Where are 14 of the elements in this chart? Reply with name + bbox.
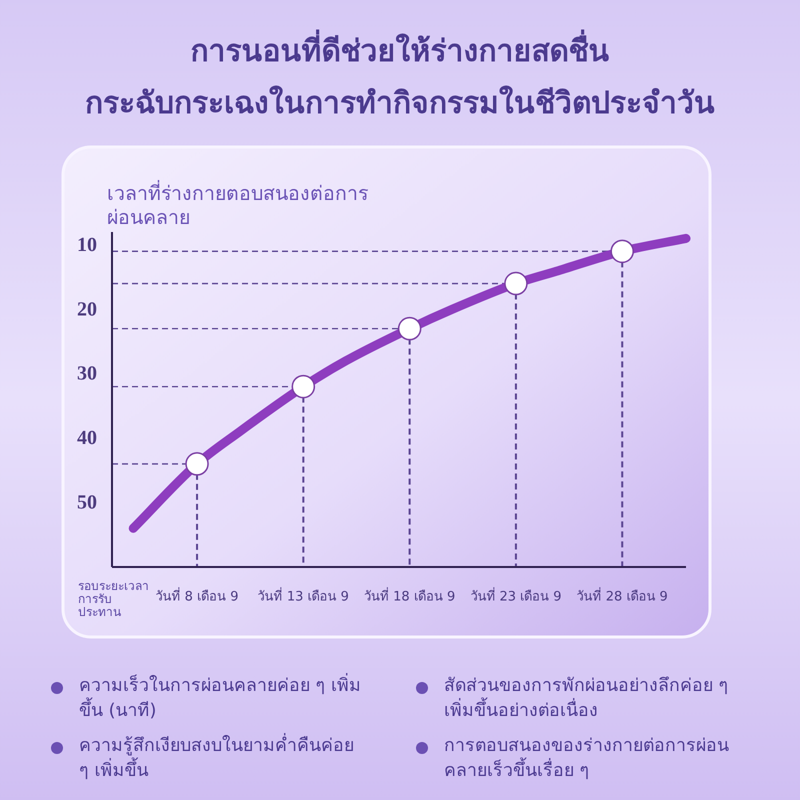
x-axis-title: รอบระยะเวลาการรับประทาน <box>78 579 149 619</box>
y-tick-label: 50 <box>77 492 97 514</box>
y-tick-label: 40 <box>77 427 97 450</box>
x-tick-label: วันที่ 18 เดือน 9 <box>364 588 456 604</box>
text: การตอบสนองของร่างกายต่อการผ่อนคลายเร็วขึ้นเรื่อย ๆ <box>444 736 729 781</box>
text: สัดส่วนของการพักผ่อนอย่างลึกค่อย ๆ เพิ่มขึ้นอย่างต่อเนื่อง <box>444 676 729 721</box>
x-tick-label: วันที่ 23 เดือน 9 <box>470 588 562 604</box>
x-tick-label: วันที่ 8 เดือน 9 <box>156 588 239 604</box>
y-tick-label: 20 <box>77 298 97 320</box>
y-tick-label: 30 <box>77 362 97 385</box>
y-axis-title: เวลาที่ร่างกายตอบสนองต่อการผ่อนคลาย <box>107 182 368 229</box>
x-tick-label: วันที่ 13 เดือน 9 <box>258 588 349 604</box>
y-tick-label: 10 <box>77 234 97 256</box>
x-tick-label: วันที่ 28 เดือน 9 <box>576 588 668 604</box>
